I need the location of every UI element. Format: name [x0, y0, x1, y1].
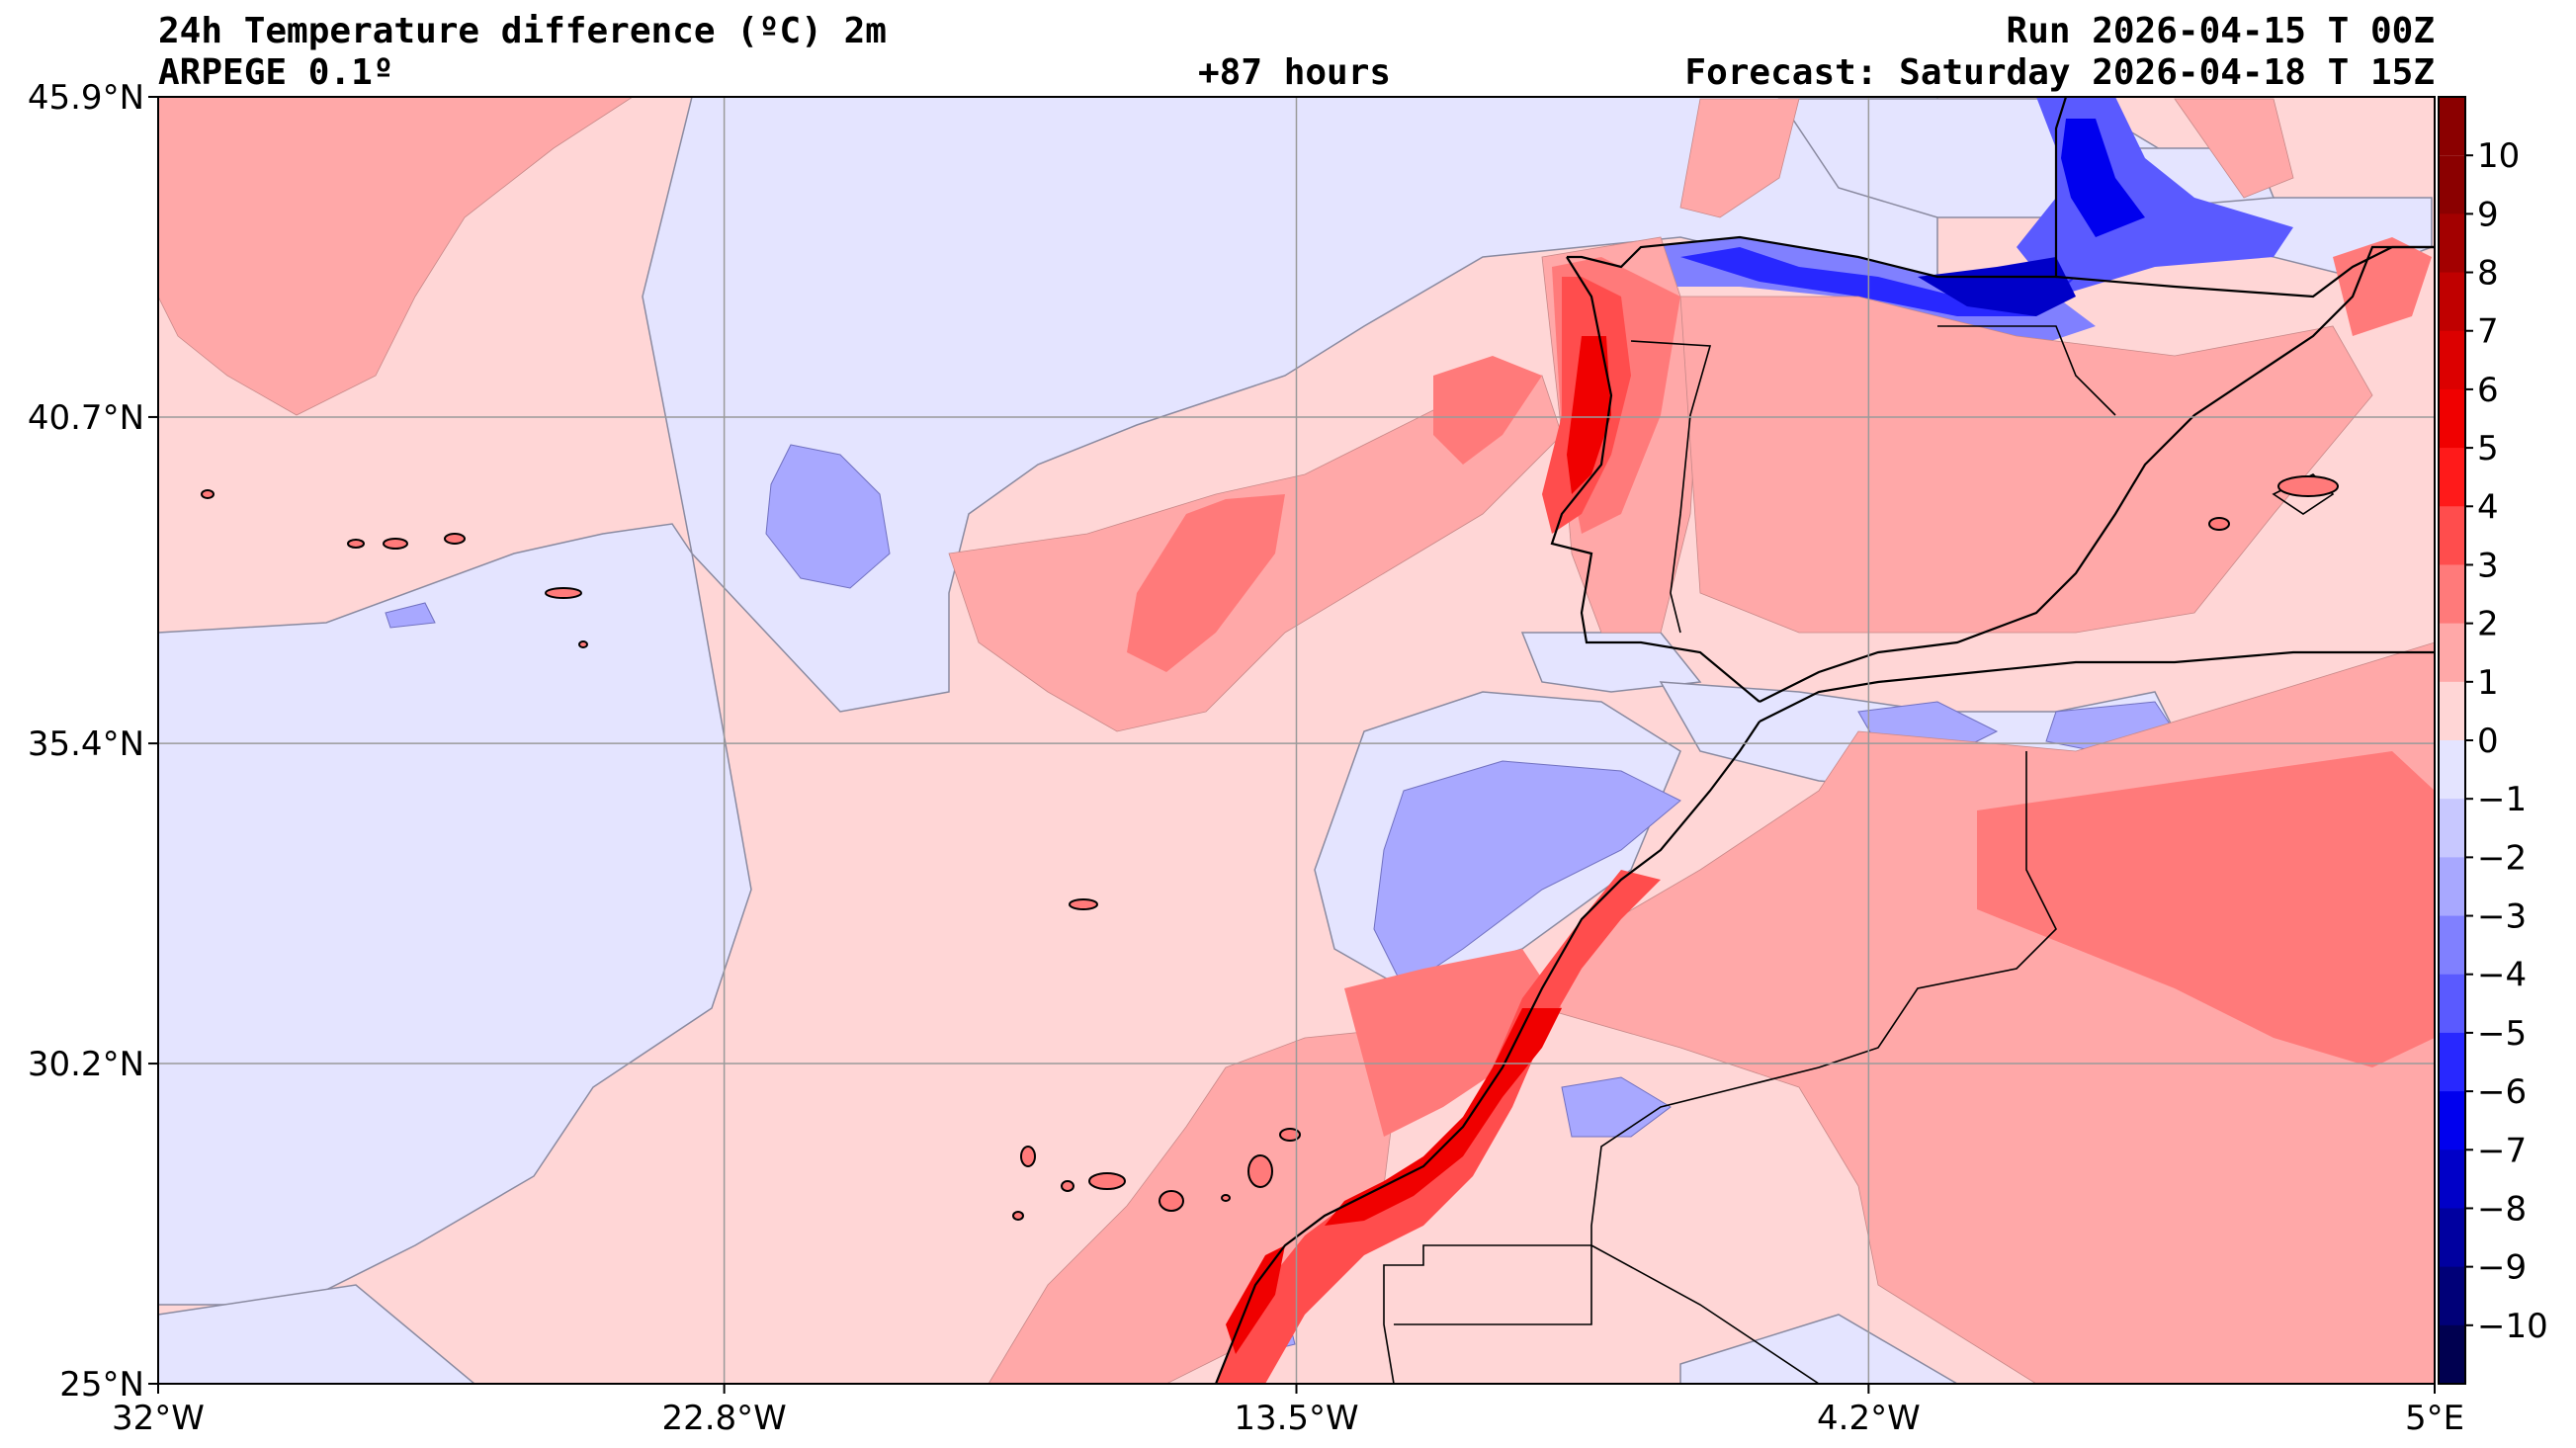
longitude-axis: 32°W 22.8°W 13.5°W 4.2°W 5°E [112, 1384, 2464, 1438]
colorbar-segment [2439, 857, 2465, 917]
latitude-axis: 45.9°N 40.7°N 35.4°N 30.2°N 25°N [28, 78, 158, 1405]
colorbar-tick-label: 8 [2477, 254, 2499, 294]
colorbar-tick-label: 4 [2477, 487, 2499, 527]
lon-tick-label: 32°W [112, 1399, 205, 1438]
lon-tick-label: 13.5°W [1234, 1399, 1358, 1438]
colorbar-tick-label: −10 [2477, 1307, 2548, 1346]
colorbar-tick-label: −4 [2477, 956, 2527, 995]
forecast-label: Forecast: Saturday 2026-04-18 T 15Z [1684, 52, 2435, 93]
colorbar-segment [2439, 1032, 2465, 1092]
map-title: 24h Temperature difference (ºC) 2m [158, 11, 887, 51]
colorbar-tick-label: −9 [2477, 1248, 2527, 1288]
lon-tick-label: 22.8°W [661, 1399, 786, 1438]
lat-tick-label: 45.9°N [28, 78, 144, 118]
colorbar-tick-label: −8 [2477, 1189, 2527, 1229]
colorbar-tick-label: 10 [2477, 136, 2520, 176]
colorbar-tick-label: 1 [2477, 663, 2499, 703]
colorbar-segment [2439, 1324, 2465, 1385]
colorbar-tick-label: 3 [2477, 546, 2499, 585]
colorbar-segment [2439, 799, 2465, 858]
colorbar-segment [2439, 681, 2465, 741]
colorbar-segment [2439, 330, 2465, 390]
lat-tick-label: 35.4°N [28, 724, 144, 764]
colorbar-segment [2439, 915, 2465, 976]
colorbar-segment [2439, 623, 2465, 683]
lat-tick-label: 30.2°N [28, 1045, 144, 1084]
colorbar-segment [2439, 564, 2465, 625]
colorbar-segment [2439, 740, 2465, 800]
colorbar-segment [2439, 1150, 2465, 1209]
lon-tick-label: 5°E [2405, 1399, 2464, 1438]
colorbar-tick-label: 6 [2477, 371, 2499, 410]
colorbar-tick-label: −6 [2477, 1072, 2527, 1112]
colorbar-segment [2439, 272, 2465, 332]
colorbar-tick-label: 2 [2477, 605, 2499, 644]
run-label: Run 2026-04-15 T 00Z [2006, 11, 2435, 51]
colorbar-segment [2439, 1266, 2465, 1326]
colorbar-segment [2439, 213, 2465, 274]
colorbar-tick-label: −2 [2477, 838, 2527, 878]
colorbar-tick-label: −1 [2477, 780, 2527, 819]
colorbar-segment [2439, 974, 2465, 1034]
lon-tick-label: 4.2°W [1817, 1399, 1921, 1438]
colorbar-segment [2439, 388, 2465, 449]
colorbar-segment [2439, 97, 2465, 156]
colorbar-tick-label: −5 [2477, 1014, 2527, 1054]
colorbar-segment [2439, 506, 2465, 565]
colorbar-segment [2439, 1091, 2465, 1150]
colorbar-tick-label: 7 [2477, 312, 2499, 352]
colorbar-segment [2439, 155, 2465, 214]
colorbar-tick-label: 5 [2477, 429, 2499, 468]
lat-tick-label: 25°N [59, 1365, 144, 1405]
colorbar-tick-label: −7 [2477, 1131, 2527, 1170]
colorbar-tick-label: 0 [2477, 722, 2499, 761]
lead-time-label: +87 hours [1198, 52, 1392, 93]
model-label: ARPEGE 0.1º [158, 52, 394, 93]
colorbar-tick-label: 9 [2477, 195, 2499, 234]
colorbar-segment [2439, 1208, 2465, 1268]
lat-tick-label: 40.7°N [28, 398, 144, 438]
colorbar-segment [2439, 448, 2465, 507]
colorbar-tick-label: −3 [2477, 897, 2527, 937]
